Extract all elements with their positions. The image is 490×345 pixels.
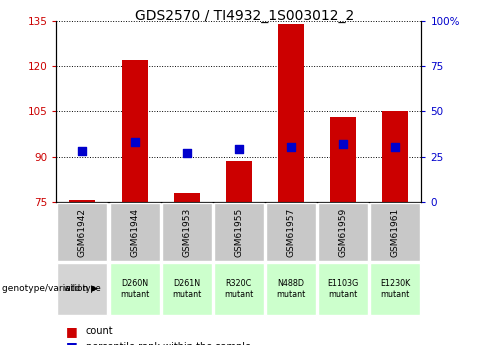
Bar: [214, 263, 264, 315]
Text: GSM61957: GSM61957: [287, 207, 295, 257]
Bar: [382, 111, 408, 202]
Text: D260N
mutant: D260N mutant: [120, 279, 149, 299]
Bar: [278, 24, 304, 202]
Bar: [266, 203, 316, 261]
Point: [339, 141, 347, 147]
Bar: [57, 263, 107, 315]
Text: N488D
mutant: N488D mutant: [276, 279, 306, 299]
Text: R320C
mutant: R320C mutant: [224, 279, 253, 299]
Point: [392, 145, 399, 150]
Bar: [370, 203, 420, 261]
Bar: [318, 263, 368, 315]
Text: percentile rank within the sample: percentile rank within the sample: [86, 342, 251, 345]
Text: E1103G
mutant: E1103G mutant: [327, 279, 359, 299]
Bar: [162, 263, 212, 315]
Text: wild type: wild type: [64, 284, 101, 294]
Text: count: count: [86, 326, 113, 336]
Point: [235, 147, 243, 152]
Text: GSM61961: GSM61961: [391, 207, 400, 257]
Bar: [57, 203, 107, 261]
Bar: [122, 60, 147, 202]
Bar: [214, 203, 264, 261]
Bar: [370, 263, 420, 315]
Text: GDS2570 / TI4932_1S003012_2: GDS2570 / TI4932_1S003012_2: [135, 9, 355, 23]
Point: [183, 150, 191, 156]
Point: [287, 145, 295, 150]
Text: ■: ■: [66, 325, 78, 338]
Bar: [226, 161, 252, 202]
Bar: [110, 203, 160, 261]
Text: GSM61942: GSM61942: [78, 207, 87, 257]
Text: ■: ■: [66, 340, 78, 345]
Text: E1230K
mutant: E1230K mutant: [380, 279, 411, 299]
Bar: [110, 263, 160, 315]
Text: GSM61955: GSM61955: [234, 207, 244, 257]
Bar: [162, 203, 212, 261]
Text: GSM61953: GSM61953: [182, 207, 191, 257]
Point: [78, 148, 86, 154]
Bar: [266, 263, 316, 315]
Text: GSM61944: GSM61944: [130, 207, 139, 257]
Bar: [70, 200, 96, 202]
Bar: [330, 117, 356, 202]
Text: genotype/variation ▶: genotype/variation ▶: [2, 284, 98, 294]
Bar: [173, 193, 200, 202]
Bar: [318, 203, 368, 261]
Text: D261N
mutant: D261N mutant: [172, 279, 201, 299]
Text: GSM61959: GSM61959: [339, 207, 348, 257]
Point: [131, 139, 139, 145]
